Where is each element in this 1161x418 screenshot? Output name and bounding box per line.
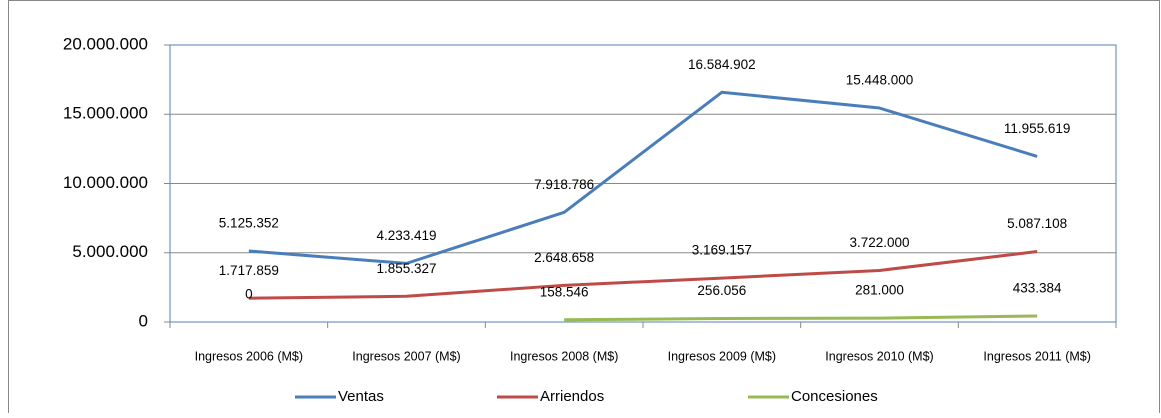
value-label: 15.448.000: [846, 73, 914, 88]
value-label: 281.000: [855, 283, 904, 298]
value-label: 5.087.108: [1007, 216, 1067, 231]
y-tick-label: 10.000.000: [63, 173, 148, 192]
value-label: 0: [245, 287, 253, 302]
value-label: 4.233.419: [376, 228, 436, 243]
series-line: [248, 90, 1038, 265]
value-label: 5.125.352: [219, 216, 279, 231]
value-label: 1.717.859: [219, 263, 279, 278]
value-label: 16.584.902: [688, 57, 756, 72]
series-line: [564, 314, 1038, 322]
value-label: 433.384: [1013, 281, 1062, 296]
y-tick-label: 0: [139, 311, 148, 330]
chart-frame: [8, 0, 1160, 418]
x-tick-label: Ingresos 2007 (M$): [352, 349, 460, 363]
x-tick-label: Ingresos 2011 (M$): [983, 349, 1090, 363]
value-label: 3.169.157: [692, 243, 752, 258]
y-tick-label: 15.000.000: [63, 104, 148, 123]
value-label: 256.056: [697, 283, 746, 298]
x-tick-label: Ingresos 2008 (M$): [510, 349, 618, 363]
legend-label: Ventas: [338, 388, 384, 405]
value-label: 1.855.327: [376, 261, 436, 276]
value-label: 7.918.786: [534, 177, 594, 192]
y-tick-label: 5.000.000: [72, 242, 148, 261]
x-tick-label: Ingresos 2006 (M$): [195, 349, 303, 363]
x-tick-label: Ingresos 2010 (M$): [825, 349, 933, 363]
legend-label: Arriendos: [540, 388, 604, 405]
value-label: 11.955.619: [1004, 121, 1071, 136]
y-tick-label: 20.000.000: [63, 34, 148, 53]
series-line: [248, 250, 1038, 300]
value-label: 158.546: [540, 284, 589, 299]
value-label: 3.722.000: [849, 235, 909, 250]
legend-label: Concesiones: [791, 388, 878, 405]
x-tick-label: Ingresos 2009 (M$): [668, 349, 776, 363]
value-label: 2.648.658: [534, 250, 594, 265]
